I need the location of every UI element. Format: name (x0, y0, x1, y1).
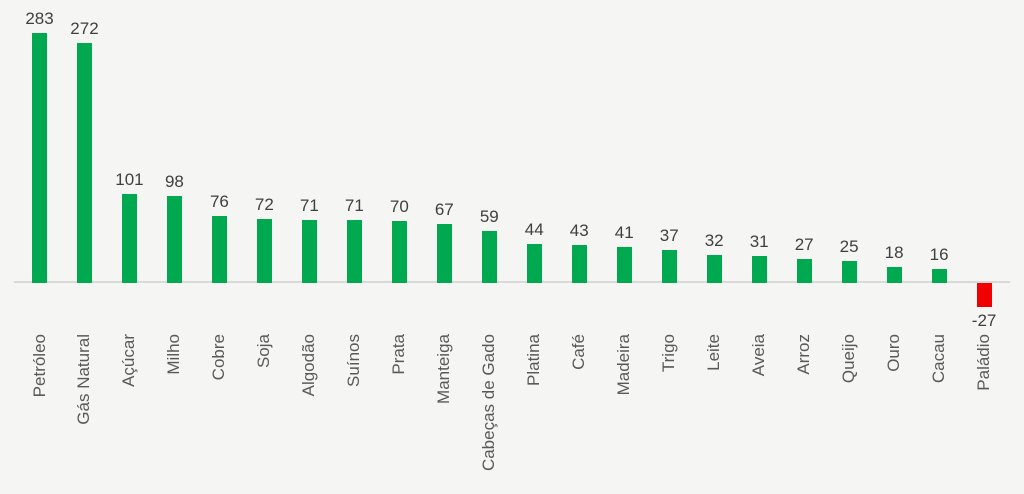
bar-trigo (661, 250, 677, 283)
category-label-arroz: Arroz (794, 334, 814, 375)
bar-cobre (211, 215, 227, 283)
category-label-queijo: Queijo (839, 334, 859, 384)
bar-algodao (301, 220, 317, 283)
value-label-soja: 72 (254, 195, 274, 215)
category-label-algodao: Algodão (299, 334, 319, 397)
category-label-paladio: Paládio (974, 334, 994, 391)
value-label-acucar: 101 (115, 169, 144, 189)
bar-madeira (616, 246, 632, 283)
value-label-milho: 98 (164, 172, 184, 192)
category-label-leite: Leite (704, 334, 724, 371)
category-label-cobre: Cobre (209, 334, 229, 381)
bar-ouro (886, 267, 902, 283)
category-label-cacau: Cacau (929, 334, 949, 384)
value-label-gas-natural: 272 (70, 18, 99, 38)
x-axis-line (14, 281, 1010, 283)
category-label-cabecas-de-gado: Cabeças de Gado (479, 334, 499, 472)
category-label-milho: Milho (164, 334, 184, 375)
bar-cabecas-de-gado (481, 230, 497, 283)
value-label-cafe: 43 (569, 221, 589, 240)
value-label-manteiga: 67 (434, 199, 454, 219)
value-label-aveia: 31 (749, 231, 769, 251)
value-label-cabecas-de-gado: 59 (479, 206, 499, 226)
value-label-cacau: 16 (929, 244, 949, 264)
value-label-arroz: 27 (794, 235, 814, 255)
category-label-cafe: Café (569, 334, 589, 370)
value-label-petroleo: 283 (25, 9, 54, 28)
category-label-suinos: Suínos (344, 334, 364, 387)
bar-soja (256, 219, 272, 283)
bar-acucar (121, 193, 137, 283)
category-label-platina: Platina (524, 334, 544, 386)
value-label-suinos: 71 (344, 196, 364, 216)
value-label-ouro: 18 (884, 243, 904, 263)
category-label-prata: Prata (389, 334, 409, 375)
value-label-leite: 32 (704, 230, 724, 250)
bar-gas-natural (76, 42, 92, 283)
bar-suinos (346, 220, 362, 283)
bar-cacau (931, 268, 947, 283)
value-label-queijo: 25 (839, 236, 859, 256)
bar-leite (706, 254, 722, 283)
category-label-acucar: Açúcar (119, 334, 139, 387)
bar-paladio (976, 283, 992, 307)
value-label-algodao: 71 (299, 196, 319, 216)
category-label-soja: Soja (254, 334, 274, 369)
category-label-ouro: Ouro (884, 334, 904, 372)
bar-queijo (841, 260, 857, 283)
bar-milho (166, 196, 182, 283)
category-label-petroleo: Petróleo (29, 334, 49, 398)
value-label-trigo: 37 (659, 226, 679, 246)
category-label-manteiga: Manteiga (434, 334, 454, 404)
bar-arroz (796, 259, 812, 283)
category-label-madeira: Madeira (614, 334, 634, 396)
bar-platina (526, 244, 542, 283)
bar-prata (391, 221, 407, 283)
category-label-trigo: Trigo (659, 334, 679, 373)
category-label-aveia: Aveia (749, 334, 769, 377)
category-label-gas-natural: Gás Natural (74, 334, 94, 425)
bar-manteiga (436, 223, 452, 283)
bar-cafe (571, 245, 587, 283)
value-label-cobre: 76 (209, 191, 229, 211)
value-label-prata: 70 (389, 197, 409, 217)
value-label-madeira: 41 (614, 222, 634, 242)
value-label-platina: 44 (524, 220, 544, 240)
bar-aveia (751, 255, 767, 283)
value-label-paladio: -27 (971, 310, 997, 330)
bar-petroleo (32, 33, 47, 283)
